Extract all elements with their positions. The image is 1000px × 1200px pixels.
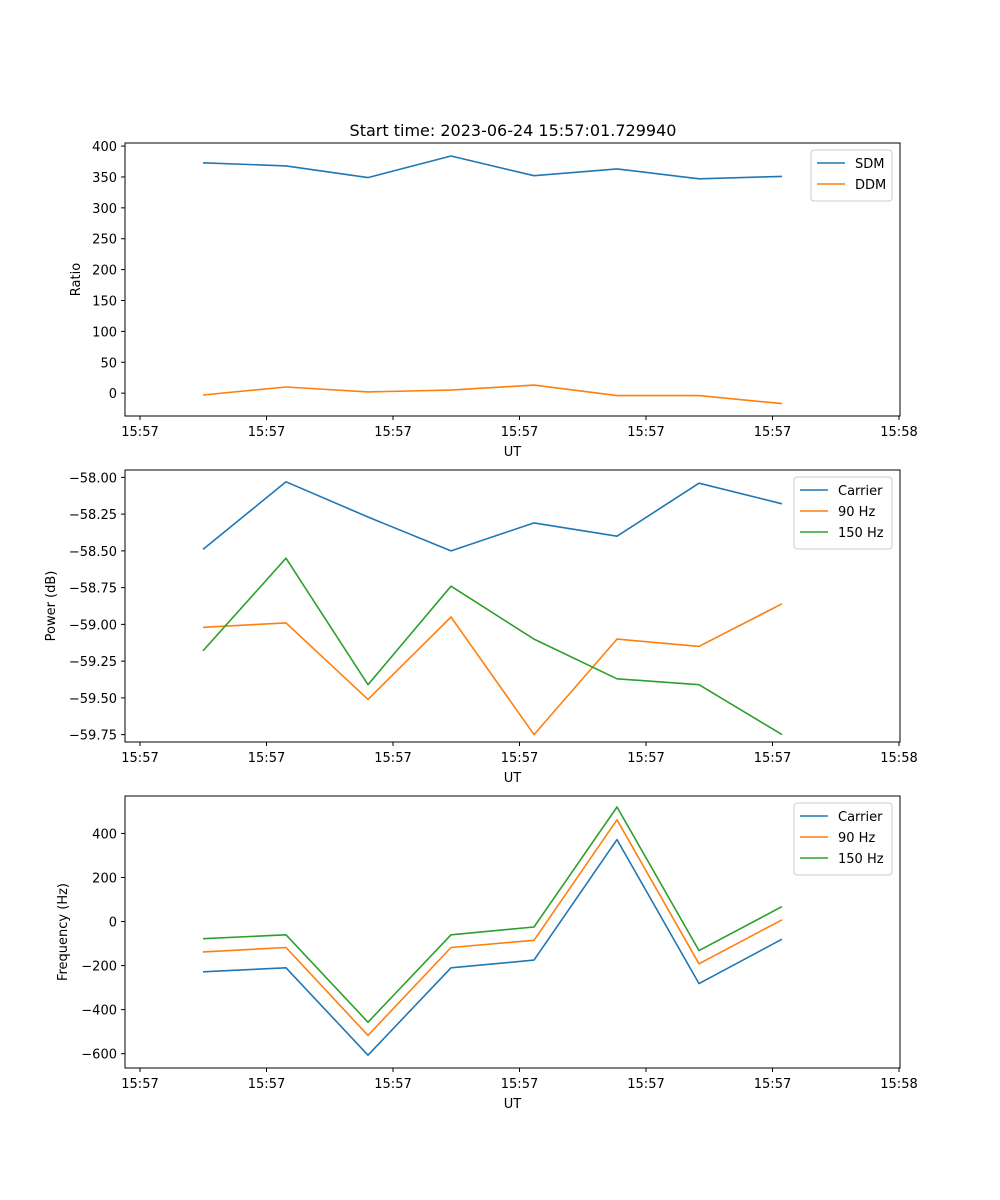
legend: SDM DDM <box>810 149 893 202</box>
panel-3: 15:57 15:57 15:57 15:57 15:57 15:57 15:58 UT −60… <box>56 795 918 1112</box>
x-tick-label: 15:57 <box>374 1077 411 1092</box>
y-axis-label: Ratio <box>69 263 84 296</box>
legend-box <box>793 476 893 550</box>
series-line-150-hz <box>202 557 783 736</box>
legend-label: SDM <box>855 157 884 172</box>
y-tick-label: 400 <box>92 827 117 842</box>
axes-frame <box>124 469 901 743</box>
x-axis-label: UT <box>504 445 522 460</box>
panel-1: 15:57 15:57 15:57 15:57 15:57 15:57 15:58 UT 0 50… <box>69 140 918 460</box>
y-tick-label: −59.25 <box>69 655 117 670</box>
x-tick-label: 15:57 <box>374 751 411 766</box>
x-tick-label: 15:58 <box>880 425 917 440</box>
axes-frame <box>124 142 901 417</box>
x-tick-label: 15:58 <box>880 751 917 766</box>
y-tick-label: 200 <box>92 871 117 886</box>
y-tick-label: −58.75 <box>69 582 117 597</box>
y-tick-label: 200 <box>92 264 117 279</box>
y-tick-label: −58.50 <box>69 545 117 560</box>
y-tick-label: −200 <box>81 960 117 975</box>
y-tick-label: 50 <box>100 356 117 371</box>
y-tick-label: 300 <box>92 202 117 217</box>
x-tick-label: 15:57 <box>754 751 791 766</box>
y-tick-label: 0 <box>109 916 117 931</box>
legend-label: 90 Hz <box>838 505 875 520</box>
legend-label: Carrier <box>838 810 883 825</box>
y-tick-label: 400 <box>92 140 117 155</box>
y-tick-label: 0 <box>109 387 117 402</box>
x-tick-label: 15:57 <box>248 751 285 766</box>
y-tick-label: 350 <box>92 171 117 186</box>
legend-label: 150 Hz <box>838 852 884 867</box>
x-tick-label: 15:57 <box>501 751 538 766</box>
x-tick-label: 15:57 <box>754 1077 791 1092</box>
x-axis-label: UT <box>504 771 522 786</box>
series-line-carrier <box>202 838 783 1056</box>
series-line-ddm <box>202 384 783 405</box>
y-tick-label: −400 <box>81 1004 117 1019</box>
x-tick-label: 15:57 <box>248 425 285 440</box>
series-line-150-hz <box>202 806 783 1024</box>
axes-frame <box>124 795 901 1069</box>
series-line-sdm <box>202 155 783 180</box>
y-tick-label: −600 <box>81 1048 117 1063</box>
x-tick-label: 15:57 <box>754 425 791 440</box>
y-tick-label: 150 <box>92 295 117 310</box>
legend-label: DDM <box>855 178 886 193</box>
x-tick-label: 15:57 <box>374 425 411 440</box>
y-tick-label: −59.00 <box>69 618 117 633</box>
x-tick-label: 15:58 <box>880 1077 917 1092</box>
panel-2: 15:57 15:57 15:57 15:57 15:57 15:57 15:58 UT −59… <box>44 469 918 786</box>
x-tick-label: 15:57 <box>121 425 158 440</box>
legend: Carrier 90 Hz 150 Hz <box>793 476 893 550</box>
y-tick-label: −58.25 <box>69 508 117 523</box>
y-axis-label: Power (dB) <box>44 571 59 642</box>
y-tick-label: −59.50 <box>69 692 117 707</box>
x-tick-label: 15:57 <box>248 1077 285 1092</box>
x-tick-label: 15:57 <box>121 751 158 766</box>
legend-label: 90 Hz <box>838 831 875 846</box>
x-tick-label: 15:57 <box>627 751 664 766</box>
series-line-90-hz <box>202 818 783 1037</box>
x-tick-label: 15:57 <box>501 1077 538 1092</box>
x-axis-label: UT <box>504 1097 522 1112</box>
y-axis-label: Frequency (Hz) <box>56 883 71 981</box>
legend-label: Carrier <box>838 484 883 499</box>
chart-title: Start time: 2023-06-24 15:57:01.729940 <box>350 121 677 140</box>
legend: Carrier 90 Hz 150 Hz <box>793 802 893 876</box>
x-tick-label: 15:57 <box>627 425 664 440</box>
y-tick-label: −58.00 <box>69 471 117 486</box>
y-tick-label: 100 <box>92 325 117 340</box>
legend-box <box>793 802 893 876</box>
y-tick-label: −59.75 <box>69 729 117 744</box>
y-tick-label: 250 <box>92 233 117 248</box>
series-line-carrier <box>202 480 783 552</box>
x-tick-label: 15:57 <box>627 1077 664 1092</box>
x-tick-label: 15:57 <box>121 1077 158 1092</box>
x-tick-label: 15:57 <box>501 425 538 440</box>
legend-label: 150 Hz <box>838 526 884 541</box>
series-line-90-hz <box>202 603 783 736</box>
